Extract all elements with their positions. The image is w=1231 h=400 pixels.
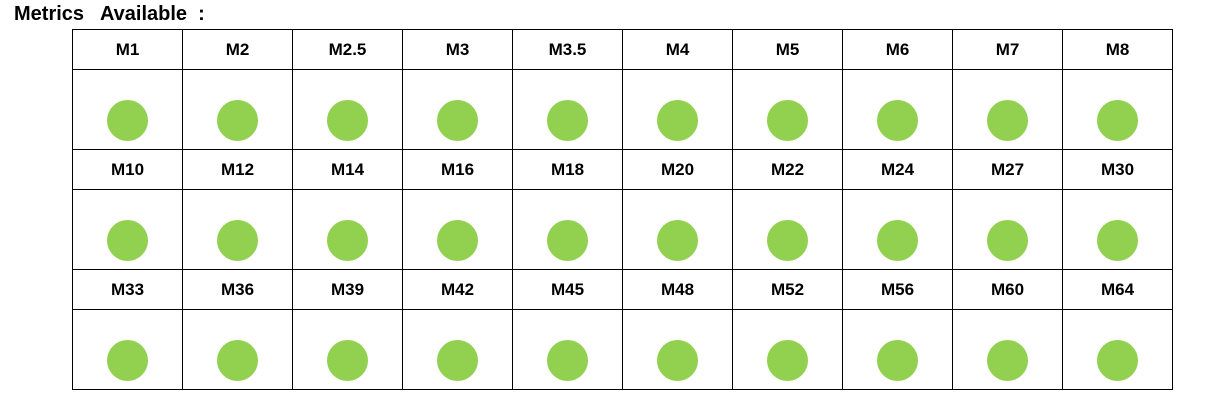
metric-status-cell (732, 189, 843, 270)
available-circle-icon (657, 340, 698, 381)
available-circle-icon (657, 100, 698, 141)
available-circle-icon (437, 340, 478, 381)
metrics-table: M1 M2 M2.5 M3 M3.5 M4 M5 M6 M7 M8 M10 M12 M14 M16 M18 M… (72, 29, 1173, 390)
metric-status-row (72, 69, 1173, 150)
metric-label: M5 (732, 29, 843, 70)
metric-status-cell (512, 69, 623, 150)
available-circle-icon (547, 100, 588, 141)
metric-label: M33 (72, 269, 183, 310)
metric-status-cell (182, 189, 293, 270)
available-circle-icon (657, 220, 698, 261)
available-circle-icon (767, 340, 808, 381)
metric-label: M52 (732, 269, 843, 310)
available-circle-icon (987, 340, 1028, 381)
metric-label: M14 (292, 149, 403, 190)
available-circle-icon (217, 100, 258, 141)
metric-label: M20 (622, 149, 733, 190)
page-title: Metrics Available : (14, 3, 205, 25)
available-circle-icon (327, 220, 368, 261)
metric-label: M1 (72, 29, 183, 70)
metric-status-cell (952, 69, 1063, 150)
available-circle-icon (987, 220, 1028, 261)
metric-status-cell (512, 309, 623, 390)
metric-label: M10 (72, 149, 183, 190)
metric-label: M3 (402, 29, 513, 70)
metric-label: M39 (292, 269, 403, 310)
metric-status-cell (1062, 309, 1173, 390)
metric-label: M30 (1062, 149, 1173, 190)
metric-header-row: M33 M36 M39 M42 M45 M48 M52 M56 M60 M64 (72, 269, 1173, 310)
metric-label: M2 (182, 29, 293, 70)
metric-label: M42 (402, 269, 513, 310)
metric-label: M27 (952, 149, 1063, 190)
available-circle-icon (877, 100, 918, 141)
metric-status-cell (72, 69, 183, 150)
metric-status-cell (512, 189, 623, 270)
metric-status-cell (842, 69, 953, 150)
available-circle-icon (107, 100, 148, 141)
metric-status-cell (72, 309, 183, 390)
metric-status-cell (622, 69, 733, 150)
available-circle-icon (1097, 220, 1138, 261)
metric-label: M24 (842, 149, 953, 190)
available-circle-icon (877, 220, 918, 261)
metric-label: M3.5 (512, 29, 623, 70)
available-circle-icon (547, 220, 588, 261)
metric-label: M16 (402, 149, 513, 190)
metric-status-cell (402, 309, 513, 390)
metric-label: M22 (732, 149, 843, 190)
metric-status-cell (842, 189, 953, 270)
metric-label: M2.5 (292, 29, 403, 70)
metric-status-cell (402, 69, 513, 150)
metric-status-cell (732, 69, 843, 150)
metric-status-cell (952, 309, 1063, 390)
metric-label: M45 (512, 269, 623, 310)
metric-status-cell (952, 189, 1063, 270)
metric-status-cell (292, 189, 403, 270)
metric-status-cell (732, 309, 843, 390)
metric-status-row (72, 189, 1173, 270)
metric-header-row: M10 M12 M14 M16 M18 M20 M22 M24 M27 M30 (72, 149, 1173, 190)
metric-status-cell (182, 69, 293, 150)
metric-label: M6 (842, 29, 953, 70)
metric-label: M60 (952, 269, 1063, 310)
available-circle-icon (217, 220, 258, 261)
available-circle-icon (107, 220, 148, 261)
metric-status-cell (1062, 189, 1173, 270)
metric-status-cell (402, 189, 513, 270)
metric-label: M7 (952, 29, 1063, 70)
available-circle-icon (327, 340, 368, 381)
metric-status-cell (292, 309, 403, 390)
metric-status-cell (622, 189, 733, 270)
available-circle-icon (217, 340, 258, 381)
available-circle-icon (767, 220, 808, 261)
metric-status-cell (182, 309, 293, 390)
available-circle-icon (437, 100, 478, 141)
available-circle-icon (107, 340, 148, 381)
metric-label: M64 (1062, 269, 1173, 310)
metric-label: M12 (182, 149, 293, 190)
metric-status-cell (72, 189, 183, 270)
metric-status-cell (1062, 69, 1173, 150)
metric-label: M8 (1062, 29, 1173, 70)
available-circle-icon (437, 220, 478, 261)
available-circle-icon (987, 100, 1028, 141)
metric-header-row: M1 M2 M2.5 M3 M3.5 M4 M5 M6 M7 M8 (72, 29, 1173, 70)
metric-label: M56 (842, 269, 953, 310)
available-circle-icon (547, 340, 588, 381)
metric-status-row (72, 309, 1173, 390)
available-circle-icon (877, 340, 918, 381)
metric-status-cell (842, 309, 953, 390)
available-circle-icon (1097, 100, 1138, 141)
metric-label: M48 (622, 269, 733, 310)
metric-label: M18 (512, 149, 623, 190)
metric-label: M4 (622, 29, 733, 70)
metric-status-cell (292, 69, 403, 150)
available-circle-icon (1097, 340, 1138, 381)
available-circle-icon (767, 100, 808, 141)
available-circle-icon (327, 100, 368, 141)
metric-label: M36 (182, 269, 293, 310)
metric-status-cell (622, 309, 733, 390)
